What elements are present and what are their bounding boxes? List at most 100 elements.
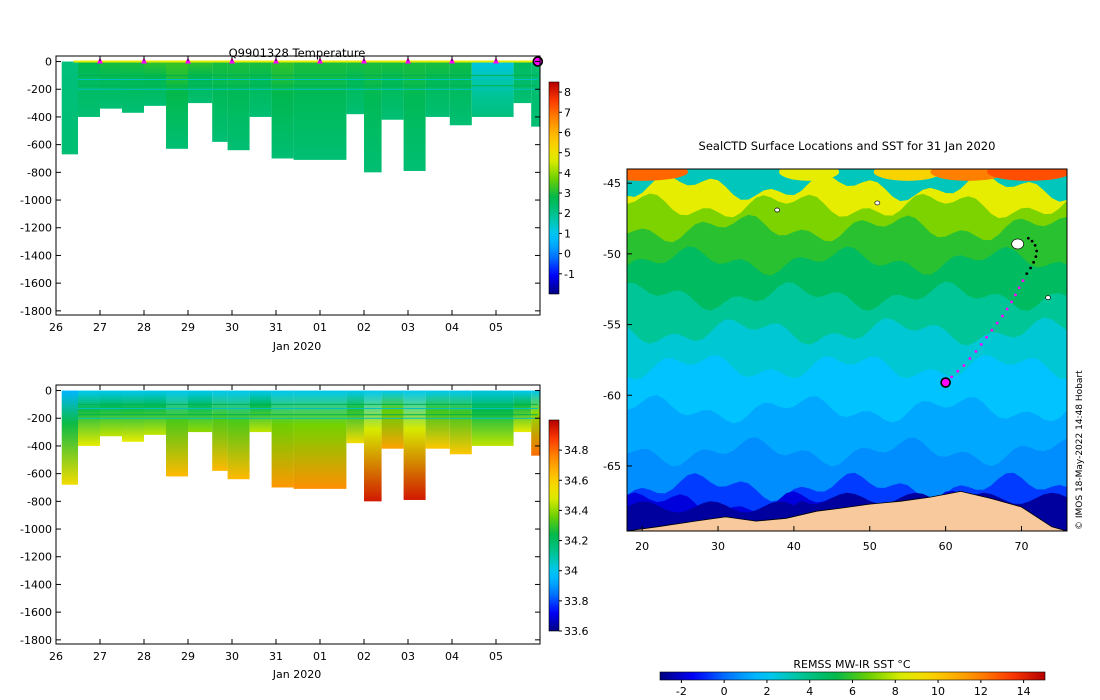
profile-bar [188,61,213,104]
sst-field [627,169,1067,531]
y-tick-label: -400 [27,111,52,124]
y-tick-label: -1600 [20,606,52,619]
profile-bar [271,390,294,488]
sst-colorbar-tick-label: -2 [676,685,687,698]
track-point [1010,300,1014,304]
warm-patch [987,169,1067,181]
x-tick-label: 04 [445,321,459,334]
colorbar-ramp [548,419,560,632]
x-tick-label: 28 [137,321,151,334]
y-tick-label: -1800 [20,305,52,318]
y-tick-label: 0 [45,56,52,69]
profile-bar [293,390,347,489]
track-point [974,350,978,353]
colorbar-tick-label: 34 [564,565,578,578]
y-tick-label: -1000 [20,523,52,536]
track-point [995,321,999,325]
x-tick-label: 03 [401,321,415,334]
profile-bar [212,61,228,142]
salinity-x-ticks: 26 27 28 29 30 31 01 02 03 04 05 [49,385,503,663]
y-tick-label: -400 [27,440,52,453]
track-point [1032,260,1036,264]
x-tick-label: 30 [225,650,239,663]
sst-colorbar-tick-label: 10 [931,685,945,698]
profile-bar [188,390,213,433]
x-tick-label: 01 [313,321,327,334]
x-tick-label: 27 [93,650,107,663]
salinity-y-ticks: 0 -200 -400 -600 -800 -1000 -1200 -1400 -1600 -18… [20,385,540,647]
y-tick-label: 0 [45,385,52,398]
y-tick-label: -600 [27,468,52,481]
map-y-tick-label: -65 [603,460,621,473]
salinity-panel: 26 27 28 29 30 31 01 02 03 04 05 0 -200 -400 -600 -800… [20,384,589,681]
colorbar-ramp [548,81,560,295]
salinity-x-label: Jan 2020 [272,668,321,681]
y-tick-label: -600 [27,139,52,152]
track-point [956,369,960,373]
colorbar-tick-label: 34.8 [564,444,589,457]
island [1011,238,1025,250]
track-point [1025,272,1029,276]
temperature-y-ticks: 0 -200 -400 -600 -800 -1000 -1200 -1400 -1600 -18… [20,56,540,318]
profile-bar [425,390,450,449]
x-tick-label: 02 [357,321,371,334]
sst-colorbar-tick-label: 4 [806,685,813,698]
profile-bar [513,61,532,104]
profile-bar [144,61,166,106]
island [874,200,881,206]
sst-colorbar-label: REMSS MW-IR SST °C [793,658,911,671]
track-point [979,342,983,346]
profile-bar [144,390,166,435]
colorbar-tick-label: 33.6 [564,625,589,638]
profile-bar [346,61,364,115]
y-tick-label: -800 [27,166,52,179]
x-tick-label: 30 [225,321,239,334]
track-point [962,364,966,367]
credit-text: © IMOS 18-May-2022 14:48 Hobart [1075,370,1085,530]
y-tick-label: -1400 [20,249,52,262]
track-point [1005,307,1009,311]
colorbar-tick-label: 34.4 [564,504,589,517]
colorbar-tick-label: -1 [564,268,575,281]
colorbar-tick-label: 4 [564,167,571,180]
sst-colorbar-tick-label: 6 [849,685,856,698]
colorbar-tick-label: 6 [564,126,571,139]
antarctica-landmass [627,490,1067,531]
sst-colorbar-tick-label: 8 [892,685,899,698]
track-point [950,375,954,379]
profile-bar [122,390,144,442]
salinity-profiles [61,390,540,502]
temperature-colorbar: -1 0 1 2 3 4 5 6 7 8 [548,81,575,295]
seal-track [940,236,1039,388]
profile-bar [100,61,122,109]
salinity-axes-frame [55,384,541,645]
x-tick-label: 05 [489,650,503,663]
island [1045,295,1051,301]
profile-bar [61,390,78,485]
track-point [985,335,988,339]
island [774,207,781,213]
profile-bar [531,61,540,127]
x-tick-label: 03 [401,650,415,663]
profile-bar [364,390,382,502]
track-point [1029,266,1032,270]
sst-colorbar-tick-label: 12 [974,685,988,698]
colorbar-tick-label: 34.6 [564,474,589,487]
sst-bands [627,169,1067,531]
sst-colorbar-ramp [659,671,1046,681]
profile-bar [227,61,250,151]
map-x-ticks: 20 30 40 50 60 70 [635,526,1028,553]
map-x-tick-label: 30 [711,540,725,553]
profile-bar [449,390,472,455]
x-tick-label: 27 [93,321,107,334]
map-x-tick-label: 40 [787,540,801,553]
x-tick-label: 04 [445,650,459,663]
profile-bar [293,61,347,160]
temperature-profiles [61,61,540,173]
track-point [1021,279,1025,283]
colorbar-tick-label: 34.2 [564,535,589,548]
track-point [1001,314,1004,318]
x-tick-label: 26 [49,650,63,663]
x-tick-label: 29 [181,650,195,663]
profile-bar [271,61,294,159]
